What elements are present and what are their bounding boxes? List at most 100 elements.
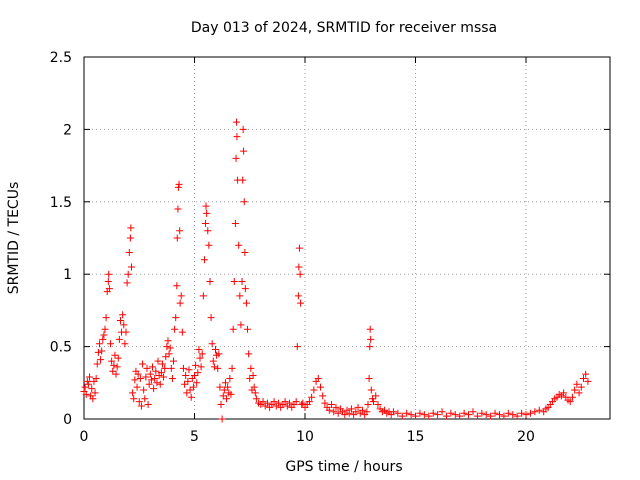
data-point [259,398,267,406]
data-point [403,409,411,417]
data-point [140,386,148,394]
data-point [224,383,232,391]
data-point [153,379,161,387]
data-point [416,409,424,417]
data-point [294,292,302,300]
data-point [366,325,374,333]
data-point [238,277,246,285]
data-point [295,263,303,271]
data-series-mssa [80,118,592,423]
data-point [347,405,355,413]
data-point [232,118,240,126]
data-point [193,379,201,387]
data-point [579,374,587,382]
data-point [135,398,143,406]
data-point [412,412,420,420]
data-point [207,314,215,322]
data-point [364,401,372,409]
data-point [252,395,260,403]
data-point [168,374,176,382]
data-point [370,398,378,406]
data-point [107,340,115,348]
data-point [500,412,508,420]
data-point [88,385,96,393]
data-point [144,401,152,409]
data-point [209,357,217,365]
data-point [469,408,477,416]
data-point [110,361,118,369]
data-point [571,386,579,394]
data-point [328,401,336,409]
data-point [365,374,373,382]
data-point [152,367,160,375]
data-point [281,398,289,406]
data-point [146,370,154,378]
x-axis-title: GPS time / hours [285,459,402,475]
data-point [292,398,300,406]
data-point [91,389,99,397]
data-point [187,393,195,401]
data-point [210,363,218,371]
data-point [151,374,159,382]
data-point [160,373,168,381]
data-point [247,364,255,372]
data-point [366,343,374,351]
data-point [197,363,205,371]
data-point [134,370,142,378]
data-point [341,411,349,419]
data-point [442,412,450,420]
data-point [345,409,353,417]
data-point [125,248,133,256]
data-point [177,292,185,300]
data-point [566,398,574,406]
data-point [465,411,473,419]
y-tick-label: 0.5 [50,340,72,356]
data-point [109,367,117,375]
data-point [526,409,534,417]
y-tick-label: 2.5 [50,50,72,66]
grid-lines [84,57,610,419]
data-point [84,380,92,388]
data-point [314,374,322,382]
data-point [173,282,181,290]
data-point [142,373,150,381]
data-point [420,411,428,419]
data-point [154,357,162,365]
data-point [235,241,243,249]
data-point [212,345,219,353]
data-point [147,376,155,384]
data-point [129,389,137,397]
data-point [429,409,437,417]
data-point [473,412,481,420]
data-point [308,393,316,401]
data-point [99,335,107,343]
data-point [105,270,113,278]
data-point [93,360,101,368]
data-point [299,399,307,407]
data-point [162,353,170,361]
data-point [130,395,138,403]
data-point [196,354,204,362]
data-point [221,379,229,387]
data-point [145,380,153,388]
data-point [518,409,526,417]
data-point [358,406,366,414]
data-point [173,234,181,242]
data-point [182,372,190,380]
data-point [270,398,278,406]
data-point [158,360,166,368]
data-point [81,383,89,391]
data-point [368,395,376,403]
data-point [495,411,503,419]
data-point [374,401,382,409]
y-tick-label: 0 [63,412,72,428]
data-point [584,377,592,385]
data-point [249,372,257,380]
data-point [83,377,91,385]
data-point [245,350,253,358]
data-point [185,366,193,374]
data-point [141,395,149,403]
data-point [114,354,122,362]
y-tick-label: 1.5 [50,195,72,211]
